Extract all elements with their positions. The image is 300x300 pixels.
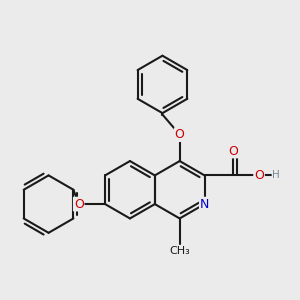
Text: O: O bbox=[228, 145, 238, 158]
Text: N: N bbox=[200, 198, 209, 211]
Text: H: H bbox=[272, 170, 280, 180]
Text: O: O bbox=[175, 128, 184, 141]
Text: O: O bbox=[74, 198, 84, 211]
Text: O: O bbox=[254, 169, 264, 182]
Text: CH₃: CH₃ bbox=[169, 246, 190, 256]
